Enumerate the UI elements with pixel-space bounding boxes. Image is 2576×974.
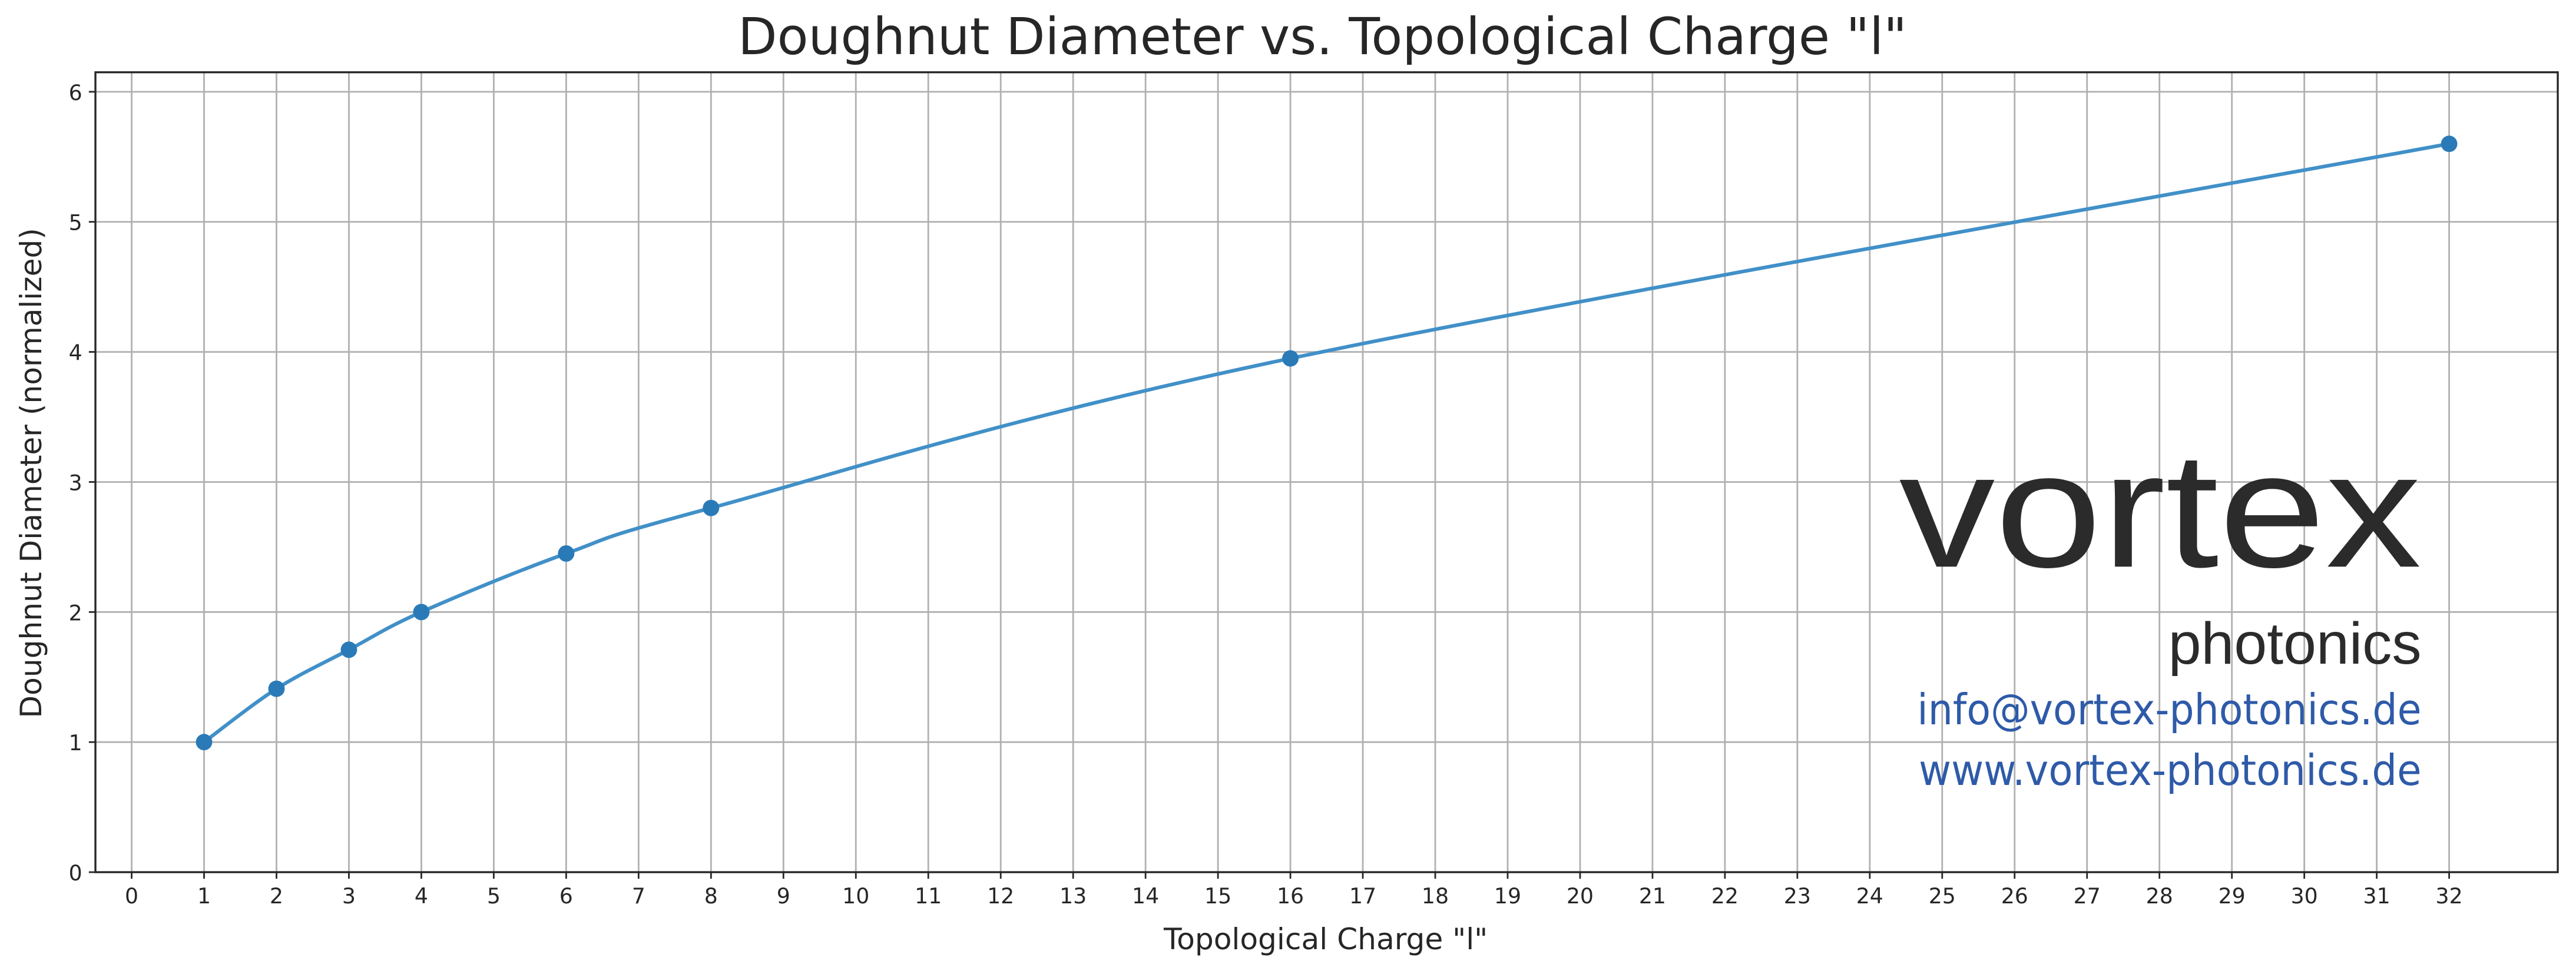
y-axis-label: Doughnut Diameter (normalized) — [14, 228, 48, 718]
data-point — [268, 680, 285, 697]
x-tick-label: 21 — [1639, 883, 1666, 909]
x-tick-label: 18 — [1422, 883, 1449, 909]
y-tick-label: 5 — [69, 210, 82, 236]
x-tick-label: 1 — [197, 883, 211, 909]
x-tick-label: 30 — [2291, 883, 2318, 909]
plot-frame — [94, 71, 2559, 873]
x-tick-label: 22 — [1711, 883, 1739, 909]
series — [196, 135, 2458, 751]
x-tick-label: 7 — [632, 883, 645, 909]
vortex-photonics-logo: vortex photonics info@vortex-photonics.d… — [1899, 419, 2422, 796]
x-tick-label: 25 — [1929, 883, 1956, 909]
y-tick-label: 0 — [69, 860, 82, 886]
x-tick-label: 0 — [125, 883, 138, 909]
logo-brand: vortex — [1899, 419, 2422, 602]
x-tick-label: 31 — [2363, 883, 2390, 909]
x-tick-label: 11 — [915, 883, 942, 909]
data-point — [413, 604, 430, 621]
logo-brand-sub: photonics — [2168, 611, 2422, 677]
data-point — [2441, 135, 2458, 153]
data-point — [196, 734, 213, 751]
x-tick-label: 13 — [1059, 883, 1087, 909]
data-point — [1282, 350, 1299, 367]
x-tick-label: 29 — [2219, 883, 2246, 909]
x-tick-label: 32 — [2436, 883, 2463, 909]
chart-title: Doughnut Diameter vs. Topological Charge… — [738, 8, 1907, 67]
ticks: 0 1 2 3 4 5 6 7 8 9 10 11 12 13 14 15 16 17 18 19 20 21 22 23 24… — [69, 80, 2463, 909]
y-tick-label: 4 — [69, 340, 82, 366]
x-tick-label: 17 — [1349, 883, 1376, 909]
x-tick-label: 16 — [1277, 883, 1304, 909]
contact-email[interactable]: info@vortex-photonics.de — [1917, 685, 2421, 735]
x-tick-label: 14 — [1132, 883, 1159, 909]
x-tick-label: 3 — [342, 883, 356, 909]
data-point — [703, 499, 720, 516]
y-tick-label: 6 — [69, 80, 82, 105]
x-tick-label: 20 — [1567, 883, 1594, 909]
y-tick-label: 3 — [69, 470, 82, 495]
contact-website[interactable]: www.vortex-photonics.de — [1919, 746, 2421, 796]
x-tick-label: 9 — [777, 883, 790, 909]
y-tick-label: 1 — [69, 730, 82, 756]
y-tick-label: 2 — [69, 600, 82, 625]
x-tick-label: 26 — [2001, 883, 2028, 909]
x-tick-label: 5 — [487, 883, 501, 909]
x-tick-label: 19 — [1494, 883, 1521, 909]
grid — [95, 72, 2558, 873]
x-tick-label: 28 — [2146, 883, 2173, 909]
x-tick-label: 10 — [842, 883, 869, 909]
data-point — [340, 641, 357, 658]
x-tick-label: 23 — [1784, 883, 1811, 909]
x-tick-label: 12 — [987, 883, 1014, 909]
x-tick-label: 6 — [559, 883, 573, 909]
x-tick-label: 8 — [704, 883, 718, 909]
x-axis-label: Topological Charge "l" — [1163, 922, 1488, 956]
x-tick-label: 4 — [415, 883, 428, 909]
x-tick-label: 27 — [2074, 883, 2101, 909]
x-tick-label: 24 — [1856, 883, 1883, 909]
x-tick-label: 15 — [1204, 883, 1231, 909]
x-tick-label: 2 — [270, 883, 283, 909]
data-point — [558, 545, 575, 562]
